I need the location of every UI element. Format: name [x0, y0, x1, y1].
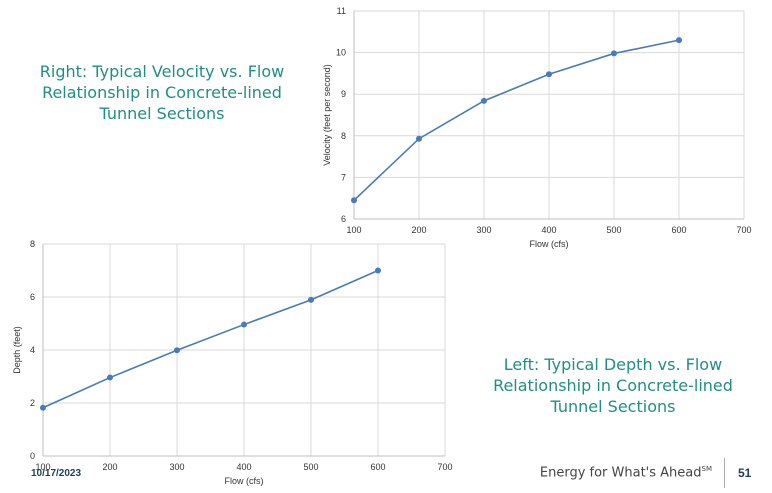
- data-point: [611, 50, 617, 57]
- caption-line: Relationship in Concrete-lined: [493, 376, 733, 395]
- y-tick-label: 10: [336, 48, 346, 58]
- series-line: [42, 269, 379, 409]
- y-tick-label: 0: [30, 451, 35, 461]
- data-point: [107, 374, 113, 381]
- x-tick-label: 300: [169, 462, 184, 472]
- y-tick-label: 9: [341, 89, 346, 99]
- caption-line: Relationship in Concrete-lined: [42, 83, 282, 102]
- x-tick-label: 100: [346, 225, 361, 235]
- footer-date: 10/17/2023: [31, 468, 82, 479]
- data-point: [375, 267, 381, 274]
- caption-line: Tunnel Sections: [99, 104, 225, 123]
- caption-line: Right: Typical Velocity vs. Flow: [39, 62, 285, 81]
- x-tick-label: 100: [35, 462, 50, 472]
- data-point: [241, 321, 247, 328]
- caption-depth-chart: Left: Typical Depth vs. Flow Relationshi…: [476, 354, 750, 417]
- x-tick-label: 600: [671, 225, 686, 235]
- y-tick-label: 7: [341, 172, 346, 182]
- x-tick-label: 700: [437, 462, 452, 472]
- x-tick-label: 200: [102, 462, 117, 472]
- velocity-flow-chart: 6 7 8 9 10 11 100 200 300 400 500 600 700 Flow (cfs) V…: [322, 6, 752, 249]
- caption-line: Left: Typical Depth vs. Flow: [503, 355, 723, 374]
- data-point: [676, 37, 682, 44]
- x-axis-title: Flow (cfs): [530, 239, 569, 249]
- x-tick-label: 300: [476, 225, 491, 235]
- data-point: [174, 347, 180, 354]
- y-tick-label: 8: [341, 131, 346, 141]
- y-tick-label: 8: [30, 239, 35, 249]
- x-tick-label: 600: [370, 462, 385, 472]
- x-tick-label: 500: [606, 225, 621, 235]
- page-number: 51: [738, 466, 752, 480]
- x-axis-title: Flow (cfs): [225, 476, 264, 486]
- data-point: [481, 97, 487, 104]
- x-tick-label: 200: [411, 225, 426, 235]
- data-point: [40, 404, 46, 411]
- tagline-text: Energy for What's Ahead: [539, 465, 702, 481]
- x-tick-label: 400: [236, 462, 251, 472]
- data-point: [416, 135, 422, 142]
- series-line: [353, 39, 680, 201]
- x-tick-label: 500: [303, 462, 318, 472]
- y-tick-label: 6: [341, 214, 346, 224]
- caption-velocity-chart: Right: Typical Velocity vs. Flow Relatio…: [36, 61, 288, 124]
- x-tick-label: 700: [736, 225, 751, 235]
- depth-flow-chart: 0 2 4 6 8 100 200 300 400 500 600 700 Flow (cfs) Dept…: [12, 239, 453, 486]
- footer-tagline: Energy for What's AheadSM: [540, 465, 712, 480]
- x-tick-label: 400: [541, 225, 556, 235]
- y-tick-label: 4: [30, 345, 35, 355]
- data-point: [308, 296, 314, 303]
- y-tick-label: 11: [337, 6, 346, 16]
- y-axis-title: Depth (feet): [12, 326, 22, 374]
- footer-divider: [724, 458, 725, 488]
- y-tick-label: 2: [30, 398, 35, 408]
- data-point: [546, 71, 552, 78]
- data-point: [351, 197, 357, 204]
- y-tick-label: 6: [30, 292, 35, 302]
- y-axis-title: Velocity (feet per second): [322, 64, 332, 166]
- caption-line: Tunnel Sections: [550, 397, 676, 416]
- tagline-service-mark: SM: [701, 465, 712, 473]
